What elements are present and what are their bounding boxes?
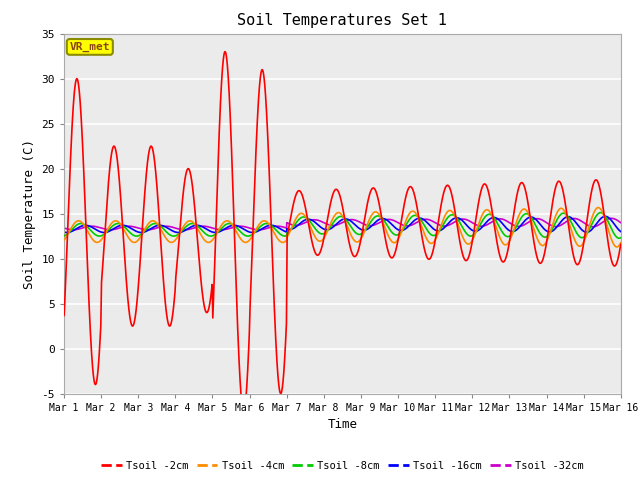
Y-axis label: Soil Temperature (C): Soil Temperature (C)	[23, 139, 36, 288]
X-axis label: Time: Time	[328, 418, 357, 431]
Title: Soil Temperatures Set 1: Soil Temperatures Set 1	[237, 13, 447, 28]
Legend: Tsoil -2cm, Tsoil -4cm, Tsoil -8cm, Tsoil -16cm, Tsoil -32cm: Tsoil -2cm, Tsoil -4cm, Tsoil -8cm, Tsoi…	[97, 456, 588, 475]
Text: VR_met: VR_met	[70, 42, 110, 52]
